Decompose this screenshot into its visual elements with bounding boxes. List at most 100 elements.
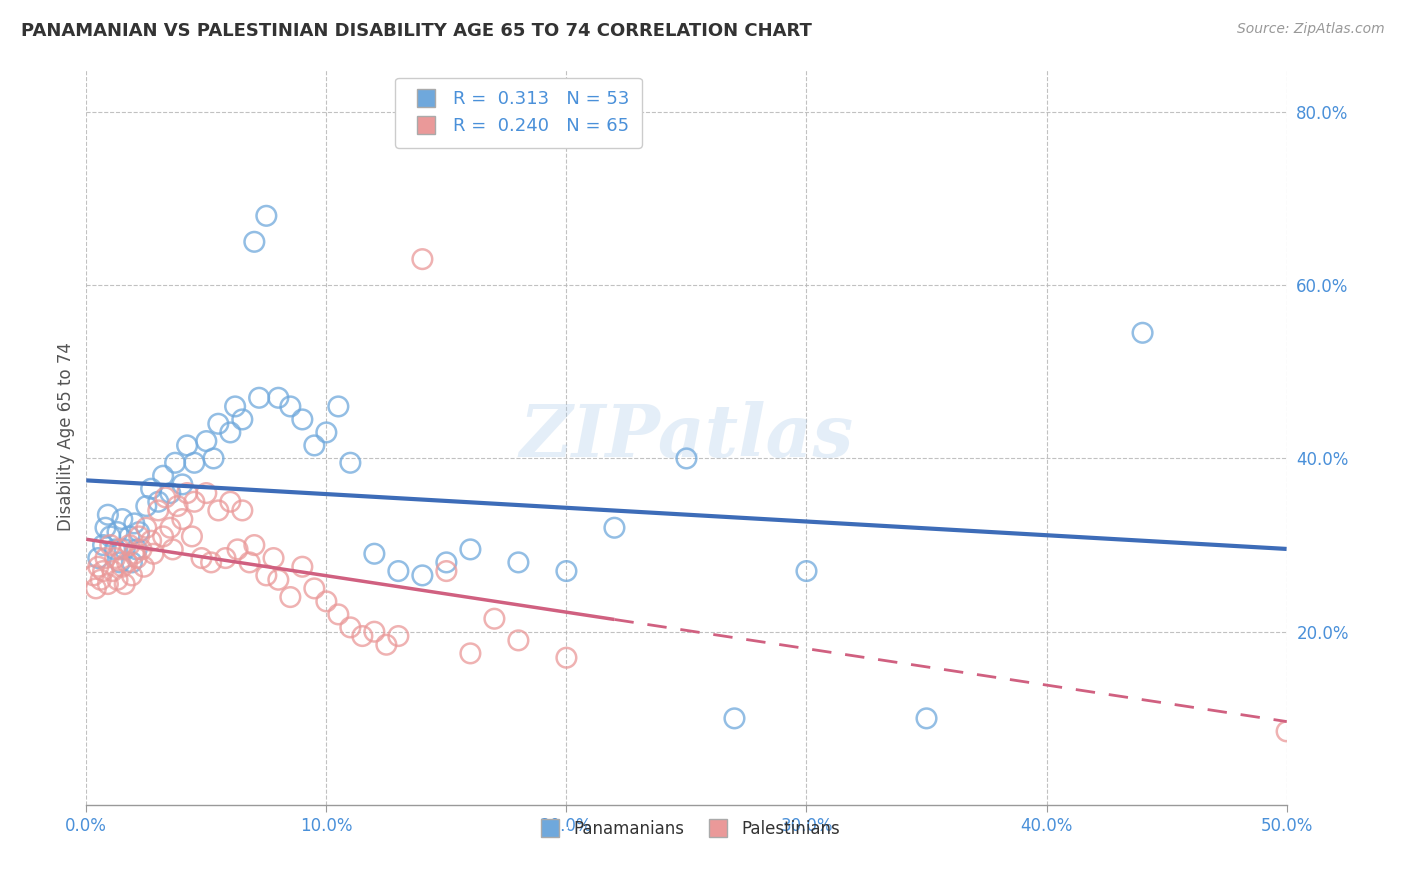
Point (202, 451, 225, 466)
Point (226, 542, 249, 557)
Point (190, 551, 212, 566)
Point (82, 568, 104, 582)
Point (207, 417, 229, 431)
Point (280, 400, 302, 414)
Point (172, 512, 194, 526)
Point (411, 252, 433, 267)
Point (176, 486, 198, 500)
Point (121, 555, 143, 569)
Point (101, 564, 124, 578)
Point (460, 542, 482, 557)
Point (108, 542, 131, 557)
Text: Source: ZipAtlas.com: Source: ZipAtlas.com (1237, 22, 1385, 37)
Point (155, 491, 177, 505)
Point (280, 590, 302, 604)
Point (1132, 326, 1154, 340)
Point (460, 646, 482, 660)
Point (104, 542, 127, 557)
Point (555, 564, 578, 578)
Point (118, 538, 141, 552)
Point (121, 568, 143, 582)
Point (111, 512, 134, 526)
Point (231, 412, 253, 426)
Point (267, 573, 290, 587)
Point (508, 633, 530, 648)
Point (125, 551, 148, 566)
Point (375, 638, 398, 652)
Point (508, 555, 530, 569)
Point (328, 607, 350, 622)
Point (183, 494, 205, 508)
Point (165, 456, 187, 470)
Point (124, 516, 146, 531)
Point (139, 482, 162, 496)
Point (603, 521, 626, 535)
Point (98, 538, 121, 552)
Point (207, 503, 229, 517)
Point (124, 547, 146, 561)
Point (387, 629, 409, 643)
Point (91, 564, 114, 578)
Point (180, 529, 202, 543)
Point (115, 555, 138, 569)
Point (114, 542, 136, 557)
Point (434, 555, 457, 569)
Point (148, 494, 170, 508)
Point (97, 577, 120, 591)
Legend: Panamanians, Palestinians: Panamanians, Palestinians (527, 814, 846, 845)
Point (267, 391, 290, 405)
Point (434, 564, 457, 578)
Point (315, 425, 337, 440)
Point (214, 551, 236, 566)
Point (328, 400, 350, 414)
Point (159, 521, 181, 535)
Point (97, 508, 120, 522)
Point (224, 400, 246, 414)
Point (339, 620, 361, 634)
Point (125, 542, 148, 557)
Point (363, 547, 385, 561)
Point (183, 456, 205, 470)
Point (387, 564, 409, 578)
Point (291, 559, 314, 574)
Point (159, 486, 181, 500)
Point (352, 629, 374, 643)
Point (94, 521, 117, 535)
Point (195, 434, 218, 449)
Point (555, 650, 578, 665)
Point (148, 503, 170, 517)
Point (915, 711, 938, 725)
Point (107, 573, 129, 587)
Point (176, 438, 198, 452)
Point (247, 391, 270, 405)
Point (152, 529, 174, 543)
Point (172, 477, 194, 491)
Point (238, 555, 260, 569)
Point (254, 568, 277, 582)
Point (304, 582, 326, 596)
Point (411, 568, 433, 582)
Point (723, 711, 745, 725)
Point (304, 438, 326, 452)
Point (231, 503, 253, 517)
Point (254, 209, 277, 223)
Point (135, 499, 157, 513)
Point (108, 555, 131, 569)
Point (91, 538, 114, 552)
Point (87, 559, 110, 574)
Point (94, 551, 117, 566)
Point (152, 468, 174, 483)
Point (118, 529, 141, 543)
Point (128, 529, 150, 543)
Point (162, 542, 184, 557)
Point (87, 551, 110, 566)
Point (166, 499, 188, 513)
Point (796, 564, 818, 578)
Point (263, 551, 285, 566)
Point (200, 555, 222, 569)
Text: PANAMANIAN VS PALESTINIAN DISABILITY AGE 65 TO 74 CORRELATION CHART: PANAMANIAN VS PALESTINIAN DISABILITY AGE… (21, 22, 813, 40)
Point (107, 524, 129, 539)
Point (131, 542, 153, 557)
Point (104, 551, 127, 566)
Point (219, 425, 242, 440)
